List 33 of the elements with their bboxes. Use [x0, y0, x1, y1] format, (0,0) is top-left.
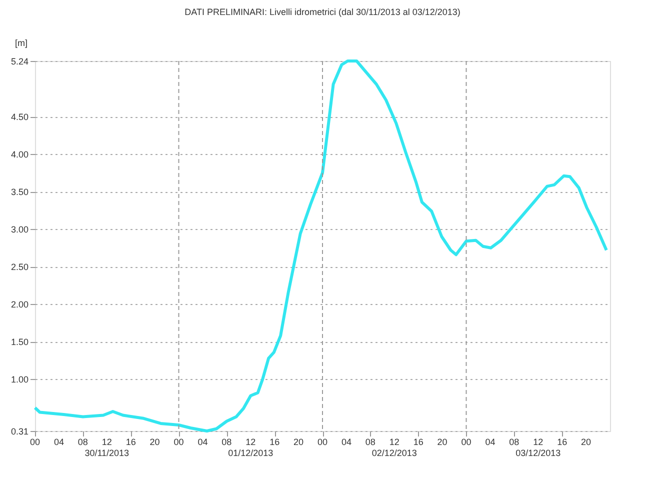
y-tick-label: 2.00: [10, 300, 28, 310]
x-tick-label: 04: [198, 437, 208, 447]
x-tick-label: 20: [581, 437, 592, 447]
x-tick-label: 20: [294, 437, 304, 447]
y-tick-label: 5.24: [10, 56, 28, 66]
x-tick-label: 00: [174, 437, 184, 447]
y-tick-label: 2.50: [10, 262, 28, 272]
x-tick-label: 16: [126, 437, 136, 447]
x-tick-label: 08: [78, 437, 88, 447]
x-tick-label: 20: [150, 437, 160, 447]
x-tick-label: 04: [341, 437, 352, 447]
x-tick-label: 00: [30, 437, 40, 447]
y-tick-label: 1.00: [10, 374, 28, 385]
x-tick-label: 04: [54, 437, 64, 447]
x-tick-label: 00: [461, 437, 472, 447]
x-tick-label: 20: [437, 437, 448, 447]
y-axis-title: [m]: [15, 38, 28, 48]
x-tick-label: 08: [365, 437, 376, 447]
x-tick-label: 08: [222, 437, 232, 447]
chart-title: DATI PRELIMINARI: Livelli idrometrici (dal 30/11/2013 al 03/12/2013): [184, 7, 460, 17]
y-tick-label: 4.50: [10, 112, 28, 122]
y-tick-label: 1.50: [10, 337, 28, 348]
x-tick-label: 16: [557, 437, 568, 447]
x-tick-label: 04: [485, 437, 496, 447]
x-tick-label: 08: [509, 437, 520, 447]
x-tick-label: 00: [317, 437, 328, 447]
y-tick-label: 3.50: [10, 187, 28, 198]
x-tick-label: 16: [413, 437, 424, 447]
y-tick-label: 0.31: [10, 426, 28, 436]
y-tick-label: 3.00: [10, 224, 28, 235]
y-tick-label: 4.00: [10, 150, 28, 160]
line-series: [34, 60, 608, 432]
x-tick-label: 16: [270, 437, 280, 447]
